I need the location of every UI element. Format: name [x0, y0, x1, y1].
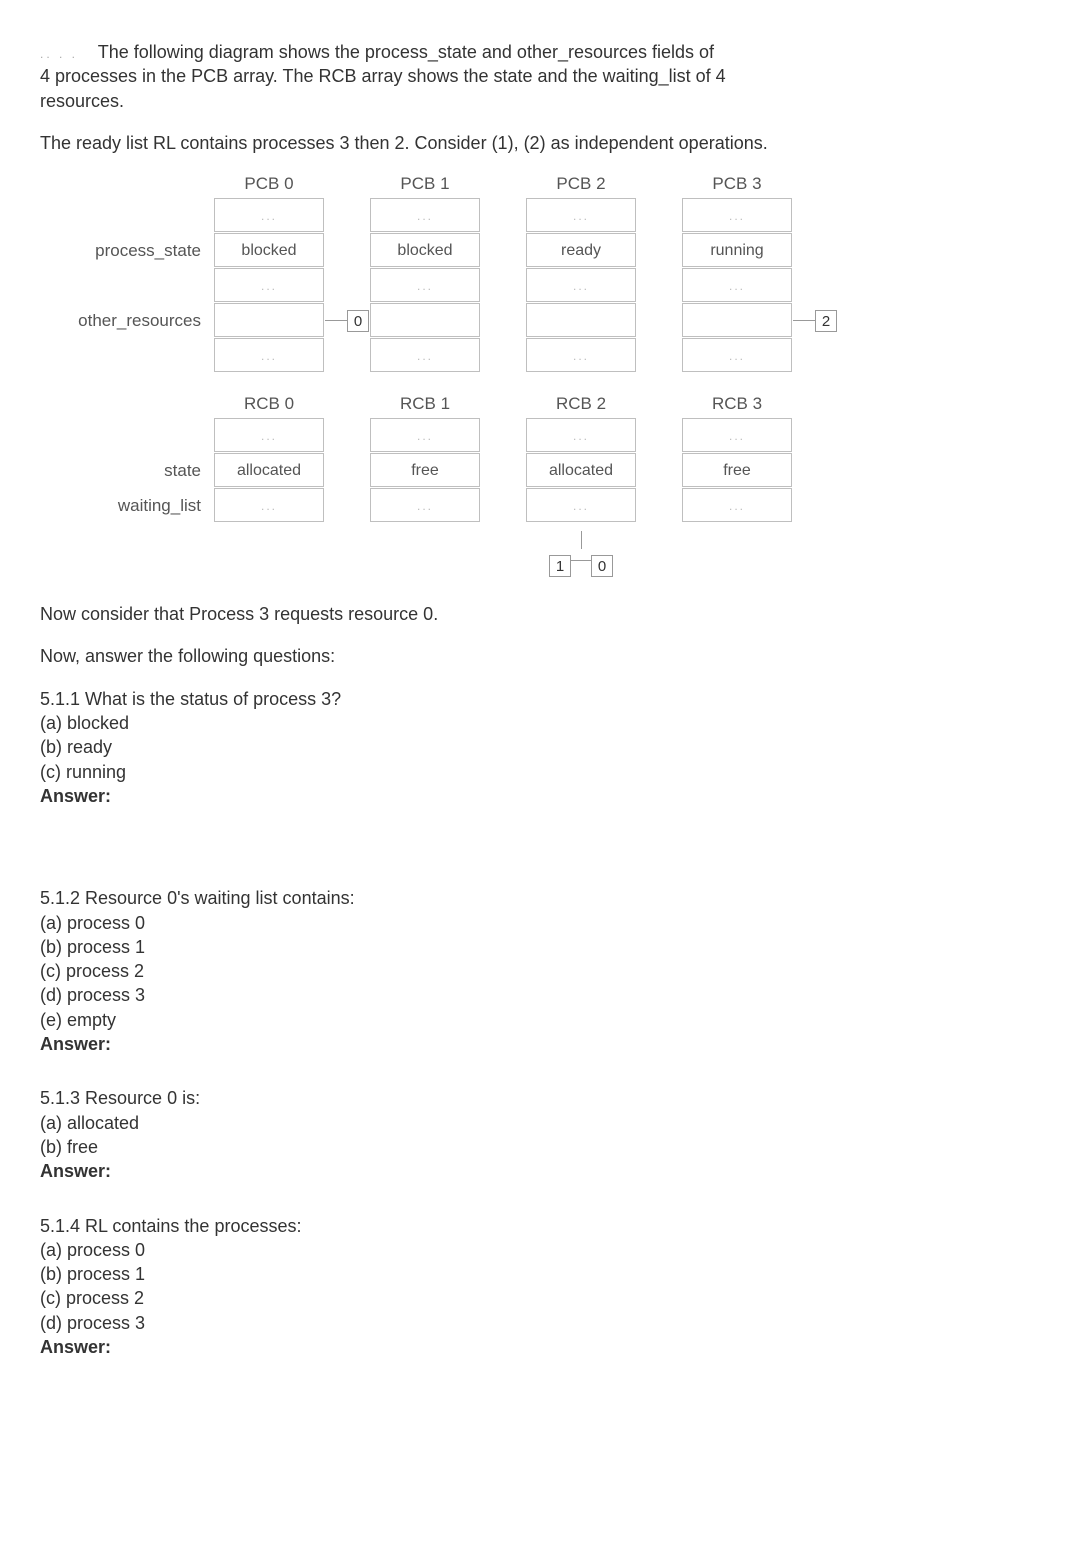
rcb0-dots-top: ...: [214, 418, 324, 452]
q514-opt-d: (d) process 3: [40, 1311, 1039, 1335]
rcb-header-3: RCB 3: [681, 393, 793, 418]
q511-opt-c: (c) running: [40, 760, 1039, 784]
q512-opt-d: (d) process 3: [40, 983, 1039, 1007]
rcb2-waiting-list: ...: [526, 488, 636, 522]
rcb2-wait-connector: [581, 531, 582, 549]
q513-opt-a: (a) allocated: [40, 1111, 1039, 1135]
question-5-1-3: 5.1.3 Resource 0 is: (a) allocated (b) f…: [40, 1086, 1039, 1183]
rcb1-dots-top: ...: [370, 418, 480, 452]
rcb3-state: free: [682, 453, 792, 487]
pcb0-dots-top: ...: [214, 198, 324, 232]
rcb3-dots-top: ...: [682, 418, 792, 452]
q512-answer-label: Answer:: [40, 1032, 1039, 1056]
q513-answer-label: Answer:: [40, 1159, 1039, 1183]
q514-opt-b: (b) process 1: [40, 1262, 1039, 1286]
rcb1-state: free: [370, 453, 480, 487]
rcb3-waiting-list: ...: [682, 488, 792, 522]
intro-line-1: The following diagram shows the process_…: [98, 42, 714, 62]
q511-text: 5.1.1 What is the status of process 3?: [40, 687, 1039, 711]
pcb2-process-state: ready: [526, 233, 636, 267]
pcb3-dots-top: ...: [682, 198, 792, 232]
pcb3-process-state: running: [682, 233, 792, 267]
pcb2-dots-mid: ...: [526, 268, 636, 302]
intro-line-3: resources.: [40, 91, 124, 111]
intro-line-2: 4 processes in the PCB array. The RCB ar…: [40, 66, 726, 86]
question-5-1-1: 5.1.1 What is the status of process 3? (…: [40, 687, 1039, 808]
pcb2-dots-bot: ...: [526, 338, 636, 372]
rcb-header-2: RCB 2: [525, 393, 637, 418]
pcb0-other-resources: [214, 303, 324, 337]
label-process-state: process_state: [40, 233, 213, 268]
pcb-rcb-diagram: PCB 0 PCB 1 PCB 2 PCB 3 ... ... ... ... …: [40, 173, 1039, 572]
pcb0-dots-bot: ...: [214, 338, 324, 372]
pcb0-dots-mid: ...: [214, 268, 324, 302]
rcb1-waiting-list: ...: [370, 488, 480, 522]
pcb3-dots-bot: ...: [682, 338, 792, 372]
pcb1-other-resources: [370, 303, 480, 337]
q512-opt-b: (b) process 1: [40, 935, 1039, 959]
pcb3-dots-mid: ...: [682, 268, 792, 302]
q514-text: 5.1.4 RL contains the processes:: [40, 1214, 1039, 1238]
q511-opt-a: (a) blocked: [40, 711, 1039, 735]
q512-opt-a: (a) process 0: [40, 911, 1039, 935]
rcb2-state: allocated: [526, 453, 636, 487]
intro-paragraph: .. . . The following diagram shows the p…: [40, 40, 1039, 113]
pcb1-process-state: blocked: [370, 233, 480, 267]
pcb-header-3: PCB 3: [681, 173, 793, 198]
rcb2-wait-node-0: 0: [591, 555, 613, 577]
rcb2-wait-node-1: 1: [549, 555, 571, 577]
q513-text: 5.1.3 Resource 0 is:: [40, 1086, 1039, 1110]
pcb2-dots-top: ...: [526, 198, 636, 232]
pcb2-other-resources: [526, 303, 636, 337]
rcb2-dots-top: ...: [526, 418, 636, 452]
pointer-pcb3-other-res: 2: [815, 310, 837, 332]
q514-answer-label: Answer:: [40, 1335, 1039, 1359]
rcb0-state: allocated: [214, 453, 324, 487]
question-5-1-4: 5.1.4 RL contains the processes: (a) pro…: [40, 1214, 1039, 1360]
pcb-header-2: PCB 2: [525, 173, 637, 198]
pcb-header-1: PCB 1: [369, 173, 481, 198]
pointer-pcb0-other-res: 0: [347, 310, 369, 332]
q511-answer-label: Answer:: [40, 784, 1039, 808]
pcb1-dots-top: ...: [370, 198, 480, 232]
q512-opt-e: (e) empty: [40, 1008, 1039, 1032]
q512-opt-c: (c) process 2: [40, 959, 1039, 983]
pcb-header-0: PCB 0: [213, 173, 325, 198]
q513-opt-b: (b) free: [40, 1135, 1039, 1159]
question-5-1-2: 5.1.2 Resource 0's waiting list contains…: [40, 886, 1039, 1056]
rcb-header-0: RCB 0: [213, 393, 325, 418]
pcb1-dots-bot: ...: [370, 338, 480, 372]
pcb0-process-state: blocked: [214, 233, 324, 267]
q514-opt-c: (c) process 2: [40, 1286, 1039, 1310]
pcb3-other-resources: [682, 303, 792, 337]
answer-heading: Now, answer the following questions:: [40, 644, 1039, 668]
q514-opt-a: (a) process 0: [40, 1238, 1039, 1262]
rcb-header-1: RCB 1: [369, 393, 481, 418]
rcb0-waiting-list: ...: [214, 488, 324, 522]
pcb1-dots-mid: ...: [370, 268, 480, 302]
label-waiting-list: waiting_list: [40, 488, 213, 523]
q511-opt-b: (b) ready: [40, 735, 1039, 759]
q512-text: 5.1.2 Resource 0's waiting list contains…: [40, 886, 1039, 910]
ready-list-line: The ready list RL contains processes 3 t…: [40, 131, 1039, 155]
label-other-resources: other_resources: [40, 303, 213, 338]
label-state: state: [40, 453, 213, 488]
consider-line: Now consider that Process 3 requests res…: [40, 602, 1039, 626]
